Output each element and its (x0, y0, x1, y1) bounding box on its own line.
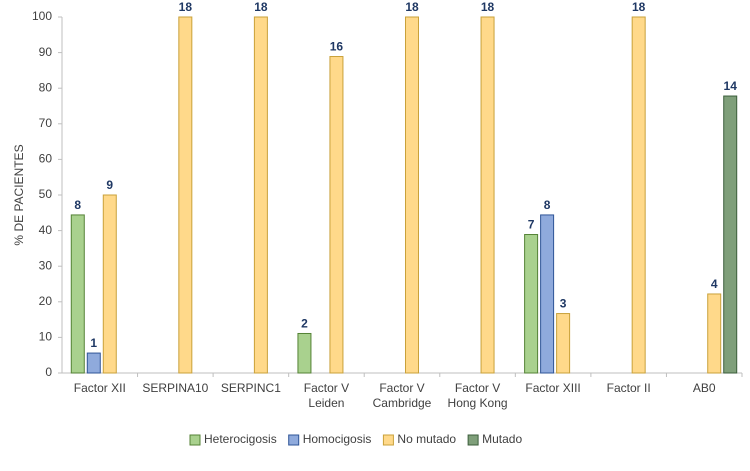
y-tick-label: 60 (39, 152, 53, 166)
y-axis-title: % DE PACIENTES (12, 144, 26, 245)
bar (631, 16, 646, 374)
value-label: 8 (74, 198, 81, 212)
x-tick-label: AB0 (693, 381, 716, 395)
bar (524, 234, 539, 374)
legend-swatch (189, 434, 201, 446)
value-label: 18 (405, 0, 419, 14)
x-tick-label: Leiden (308, 396, 344, 410)
value-label: 7 (528, 218, 535, 232)
legend-swatch (382, 434, 394, 446)
legend-swatch (288, 434, 300, 446)
x-tick-label: Factor V (455, 381, 500, 395)
y-tick-label: 10 (39, 330, 53, 344)
bar (102, 194, 117, 374)
value-label: 3 (560, 297, 567, 311)
x-tick-label: Hong Kong (448, 396, 508, 410)
value-label: 1 (90, 336, 97, 350)
y-tick-label: 0 (45, 365, 52, 379)
x-tick-label: Cambridge (373, 396, 432, 410)
bar (86, 352, 101, 374)
bar (405, 16, 419, 374)
x-tick-label: Factor XIII (525, 381, 580, 395)
y-tick-label: 100 (32, 9, 52, 23)
value-label: 4 (711, 277, 718, 291)
x-tick-label: Factor II (607, 381, 651, 395)
bar (480, 16, 495, 374)
value-label: 14 (724, 79, 738, 93)
x-tick-label: SERPINC1 (221, 381, 281, 395)
legend-label: Mutado (482, 432, 522, 446)
legend-label: Heterocigosis (204, 432, 277, 446)
value-label: 16 (330, 40, 344, 54)
y-tick-label: 70 (39, 116, 53, 130)
value-label: 18 (481, 0, 495, 14)
bar (556, 313, 571, 374)
legend-swatch (467, 434, 479, 446)
bar (723, 95, 738, 374)
x-tick-label: Factor XII (74, 381, 126, 395)
legend-label: Homocigosis (303, 432, 372, 446)
y-tick-label: 40 (39, 223, 53, 237)
y-tick-label: 50 (39, 187, 53, 201)
y-tick-label: 20 (39, 294, 53, 308)
value-label: 18 (254, 0, 268, 14)
bar (329, 56, 344, 374)
bar (297, 332, 312, 374)
y-tick-label: 90 (39, 45, 53, 59)
value-label: 2 (301, 317, 308, 331)
value-label: 9 (106, 178, 113, 192)
value-label: 18 (632, 0, 646, 14)
y-tick-label: 80 (39, 80, 53, 94)
bar (253, 16, 268, 374)
x-tick-label: Factor V (304, 381, 349, 395)
x-tick-label: Factor V (379, 381, 424, 395)
legend-label: No mutado (397, 432, 456, 446)
y-tick-label: 30 (39, 258, 53, 272)
value-label: 8 (544, 198, 551, 212)
bar (178, 16, 193, 374)
x-tick-label: SERPINA10 (142, 381, 208, 395)
value-label: 18 (179, 0, 193, 14)
bar (540, 214, 555, 374)
bar (707, 293, 722, 374)
bar (70, 214, 85, 374)
